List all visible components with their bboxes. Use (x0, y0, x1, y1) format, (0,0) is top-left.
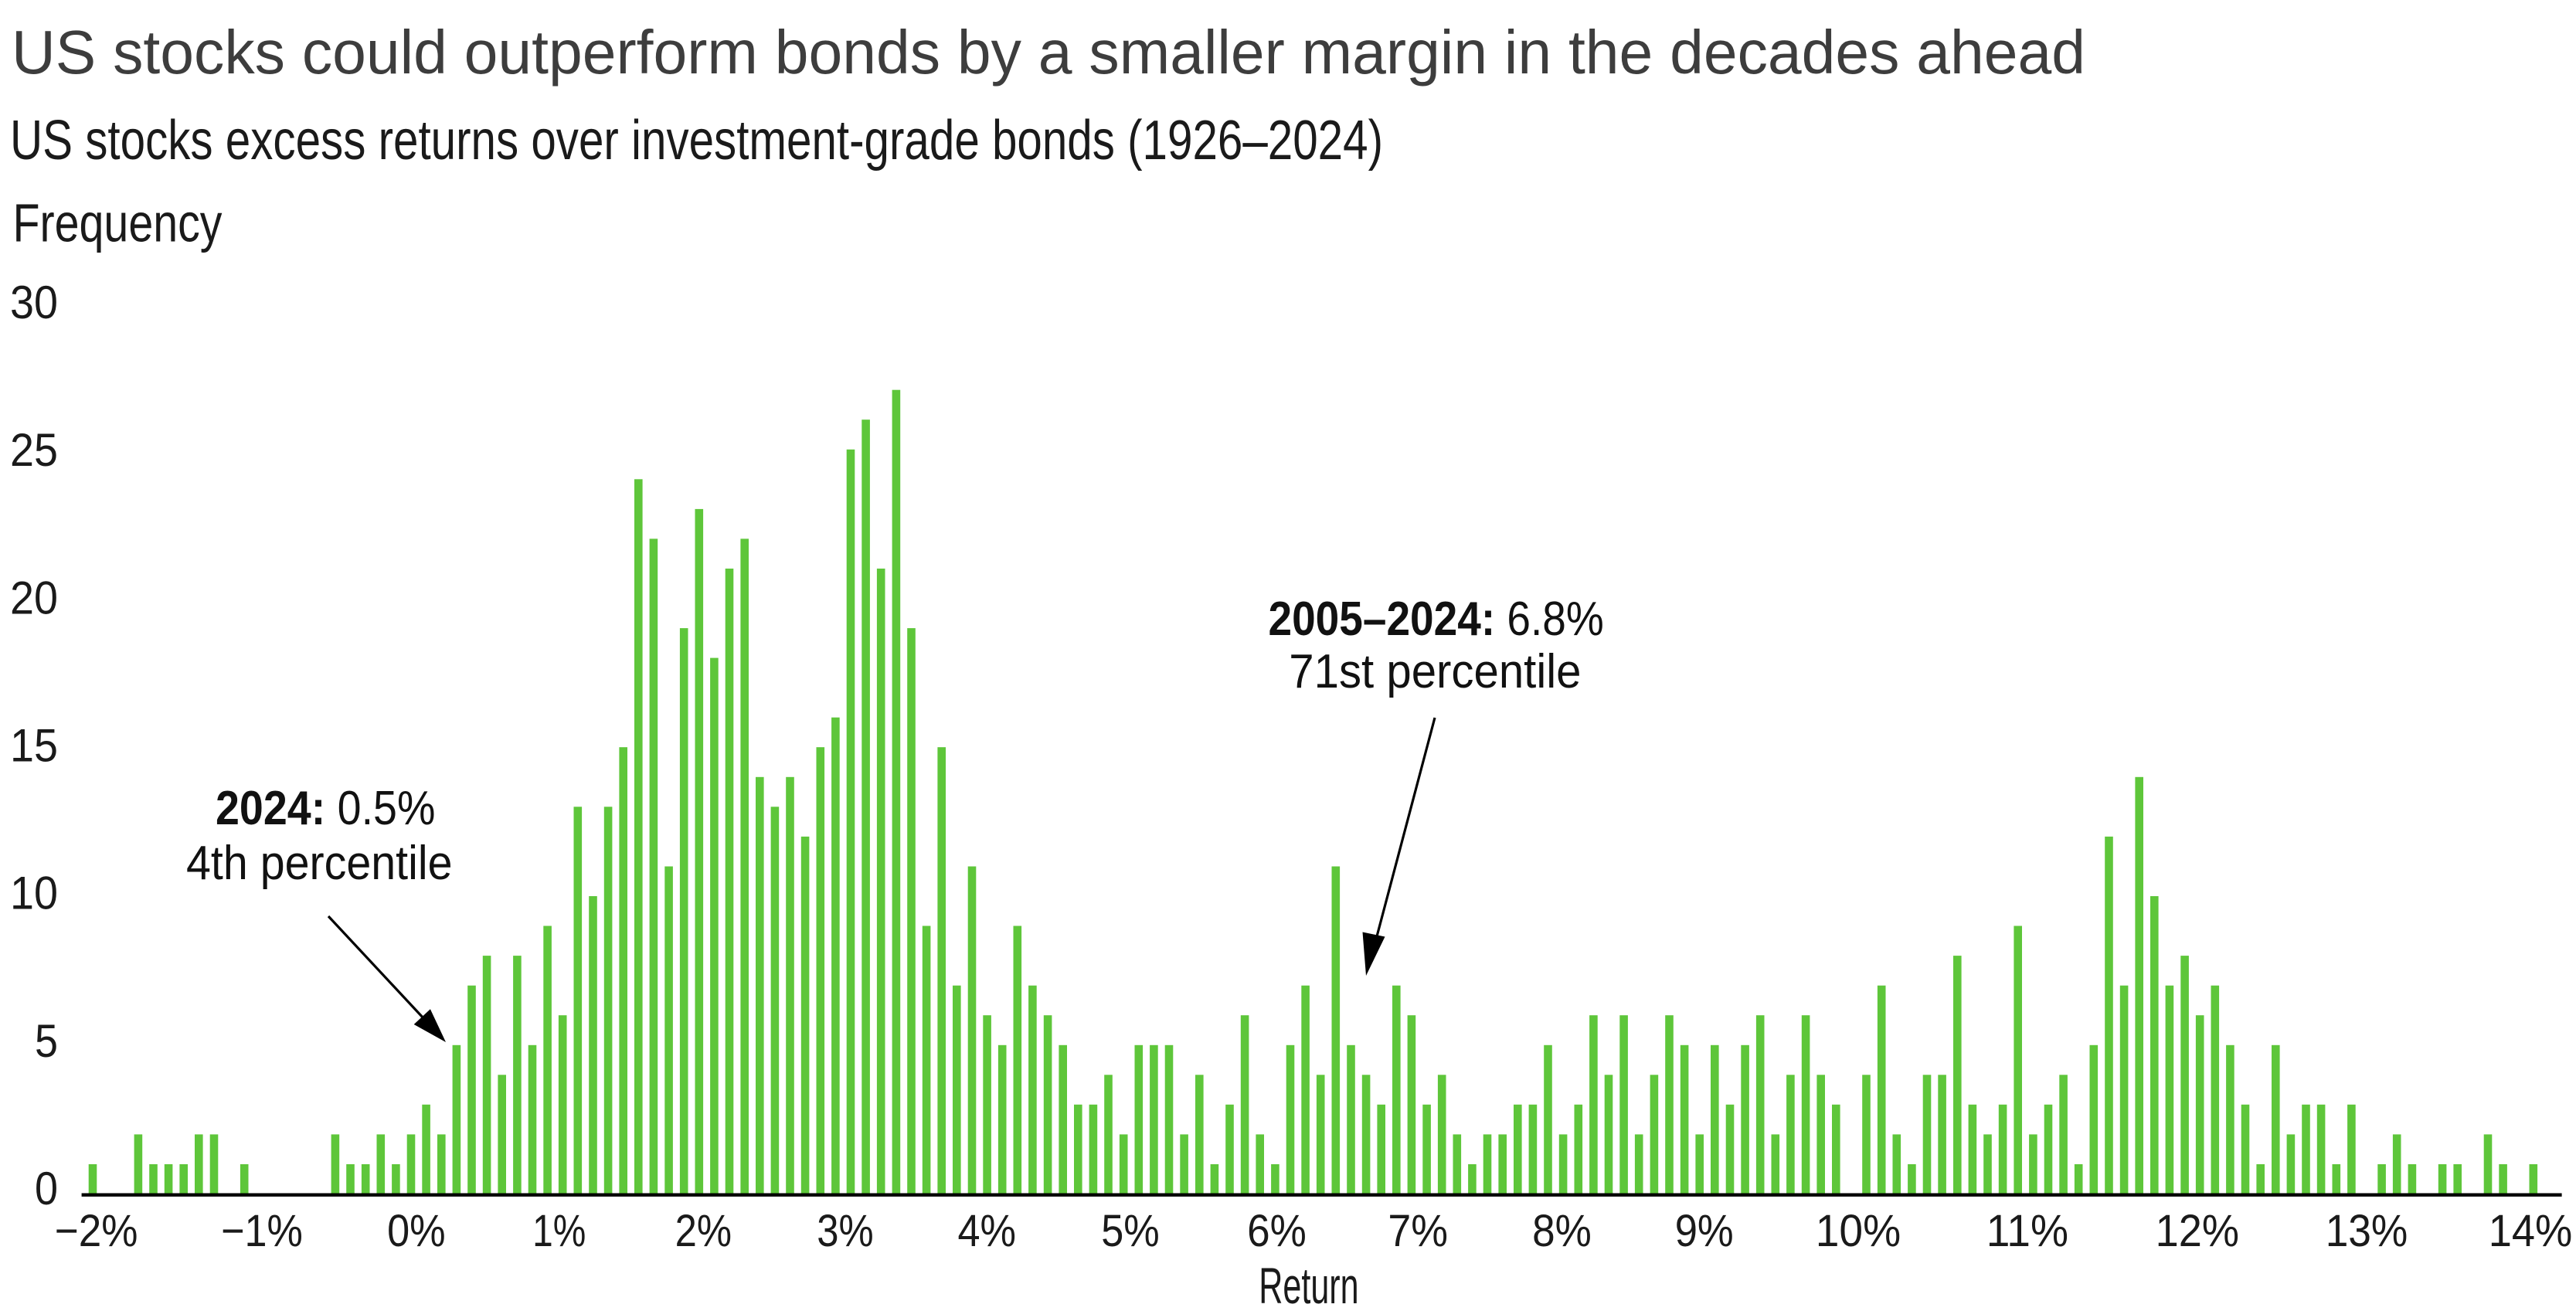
svg-text:30: 30 (10, 277, 58, 328)
svg-text:12%: 12% (2156, 1206, 2239, 1256)
svg-text:0%: 0% (387, 1206, 445, 1256)
svg-text:0: 0 (35, 1163, 58, 1214)
svg-text:13%: 13% (2326, 1206, 2408, 1256)
svg-text:−2%: −2% (55, 1206, 138, 1256)
svg-text:5%: 5% (1101, 1206, 1160, 1256)
svg-text:71st percentile: 71st percentile (1289, 645, 1581, 698)
svg-text:4%: 4% (958, 1206, 1017, 1256)
svg-text:Frequency: Frequency (13, 193, 223, 253)
svg-text:US stocks could outperform bon: US stocks could outperform bonds by a sm… (12, 18, 2085, 87)
svg-text:US stocks excess returns over: US stocks excess returns over investment… (10, 110, 1383, 172)
svg-text:11%: 11% (1986, 1206, 2068, 1256)
svg-text:8%: 8% (1532, 1206, 1592, 1256)
svg-text:7%: 7% (1388, 1206, 1448, 1256)
svg-text:15: 15 (10, 720, 58, 772)
svg-text:1%: 1% (532, 1206, 586, 1256)
svg-text:25: 25 (10, 424, 58, 476)
svg-text:6%: 6% (1247, 1206, 1307, 1256)
svg-text:2005–2024: 6.8%: 2005–2024: 6.8% (1269, 593, 1604, 646)
svg-text:2%: 2% (675, 1206, 732, 1256)
svg-text:14%: 14% (2489, 1206, 2573, 1256)
svg-text:20: 20 (10, 572, 58, 623)
svg-text:5: 5 (35, 1015, 58, 1067)
svg-text:9%: 9% (1675, 1206, 1734, 1256)
svg-text:2024: 0.5%: 2024: 0.5% (216, 782, 435, 835)
svg-text:10%: 10% (1816, 1206, 1901, 1256)
svg-text:10: 10 (10, 868, 58, 919)
svg-text:3%: 3% (817, 1206, 873, 1256)
svg-text:Return: Return (1259, 1257, 1358, 1311)
svg-text:−1%: −1% (221, 1206, 303, 1256)
svg-text:4th percentile: 4th percentile (186, 837, 453, 890)
